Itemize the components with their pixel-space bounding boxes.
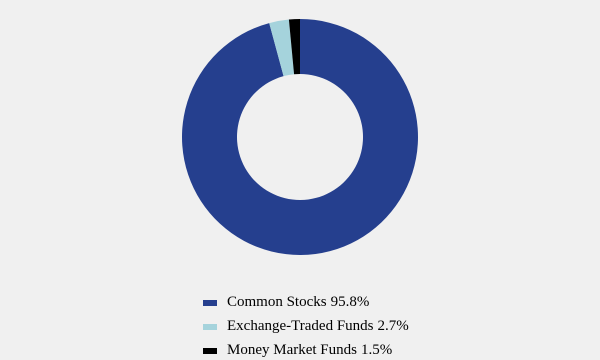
legend-name: Exchange-Traded Funds bbox=[227, 318, 374, 334]
legend-label: Common Stocks 95.8% bbox=[227, 294, 369, 310]
legend-swatch bbox=[203, 348, 217, 354]
legend-name: Common Stocks bbox=[227, 294, 327, 310]
legend-name: Money Market Funds bbox=[227, 342, 357, 358]
legend-label: Money Market Funds 1.5% bbox=[227, 342, 392, 358]
donut-slice bbox=[288, 19, 300, 75]
legend-value: 95.8% bbox=[331, 294, 370, 310]
legend-value: 2.7% bbox=[378, 318, 409, 334]
legend-label: Exchange-Traded Funds 2.7% bbox=[227, 318, 409, 334]
legend-swatch bbox=[203, 324, 217, 330]
donut-slice bbox=[181, 19, 418, 255]
donut-slice bbox=[269, 19, 295, 77]
legend-value: 1.5% bbox=[361, 342, 392, 358]
legend-swatch bbox=[203, 300, 217, 306]
